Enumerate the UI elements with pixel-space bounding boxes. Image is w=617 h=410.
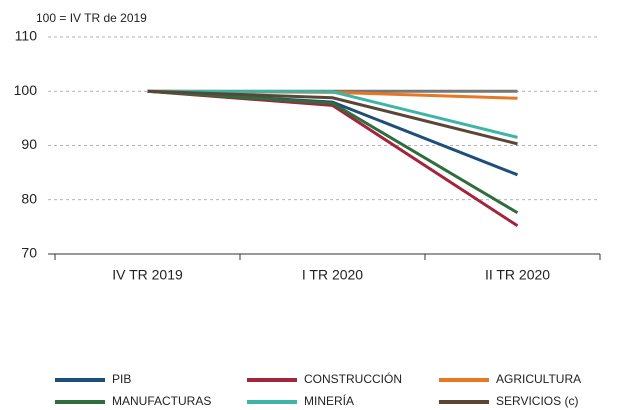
chart-subtitle: 100 = IV TR de 2019 — [36, 11, 147, 25]
series-line — [147, 89, 519, 228]
legend-label: MINERÍA — [304, 393, 354, 408]
legend-label: SERVICIOS (c) — [496, 394, 578, 408]
y-tick-label: 80 — [21, 190, 37, 206]
x-tick-label: I TR 2020 — [302, 267, 363, 283]
x-tick-label: II TR 2020 — [485, 267, 550, 283]
x-tick-label: IV TR 2019 — [112, 267, 183, 283]
y-tick-label: 100 — [14, 82, 38, 98]
series-line — [147, 89, 518, 146]
series-line — [147, 89, 519, 215]
legend-label: MANUFACTURAS — [112, 394, 211, 408]
legend-label: PIB — [112, 372, 131, 386]
legend-label: CONSTRUCCIÓN — [304, 371, 402, 386]
y-tick-label: 90 — [21, 136, 37, 152]
y-tick-label: 110 — [15, 28, 38, 44]
legend-label: AGRICULTURA — [496, 372, 581, 386]
series-line — [147, 89, 518, 139]
y-tick-label: 70 — [21, 245, 37, 261]
